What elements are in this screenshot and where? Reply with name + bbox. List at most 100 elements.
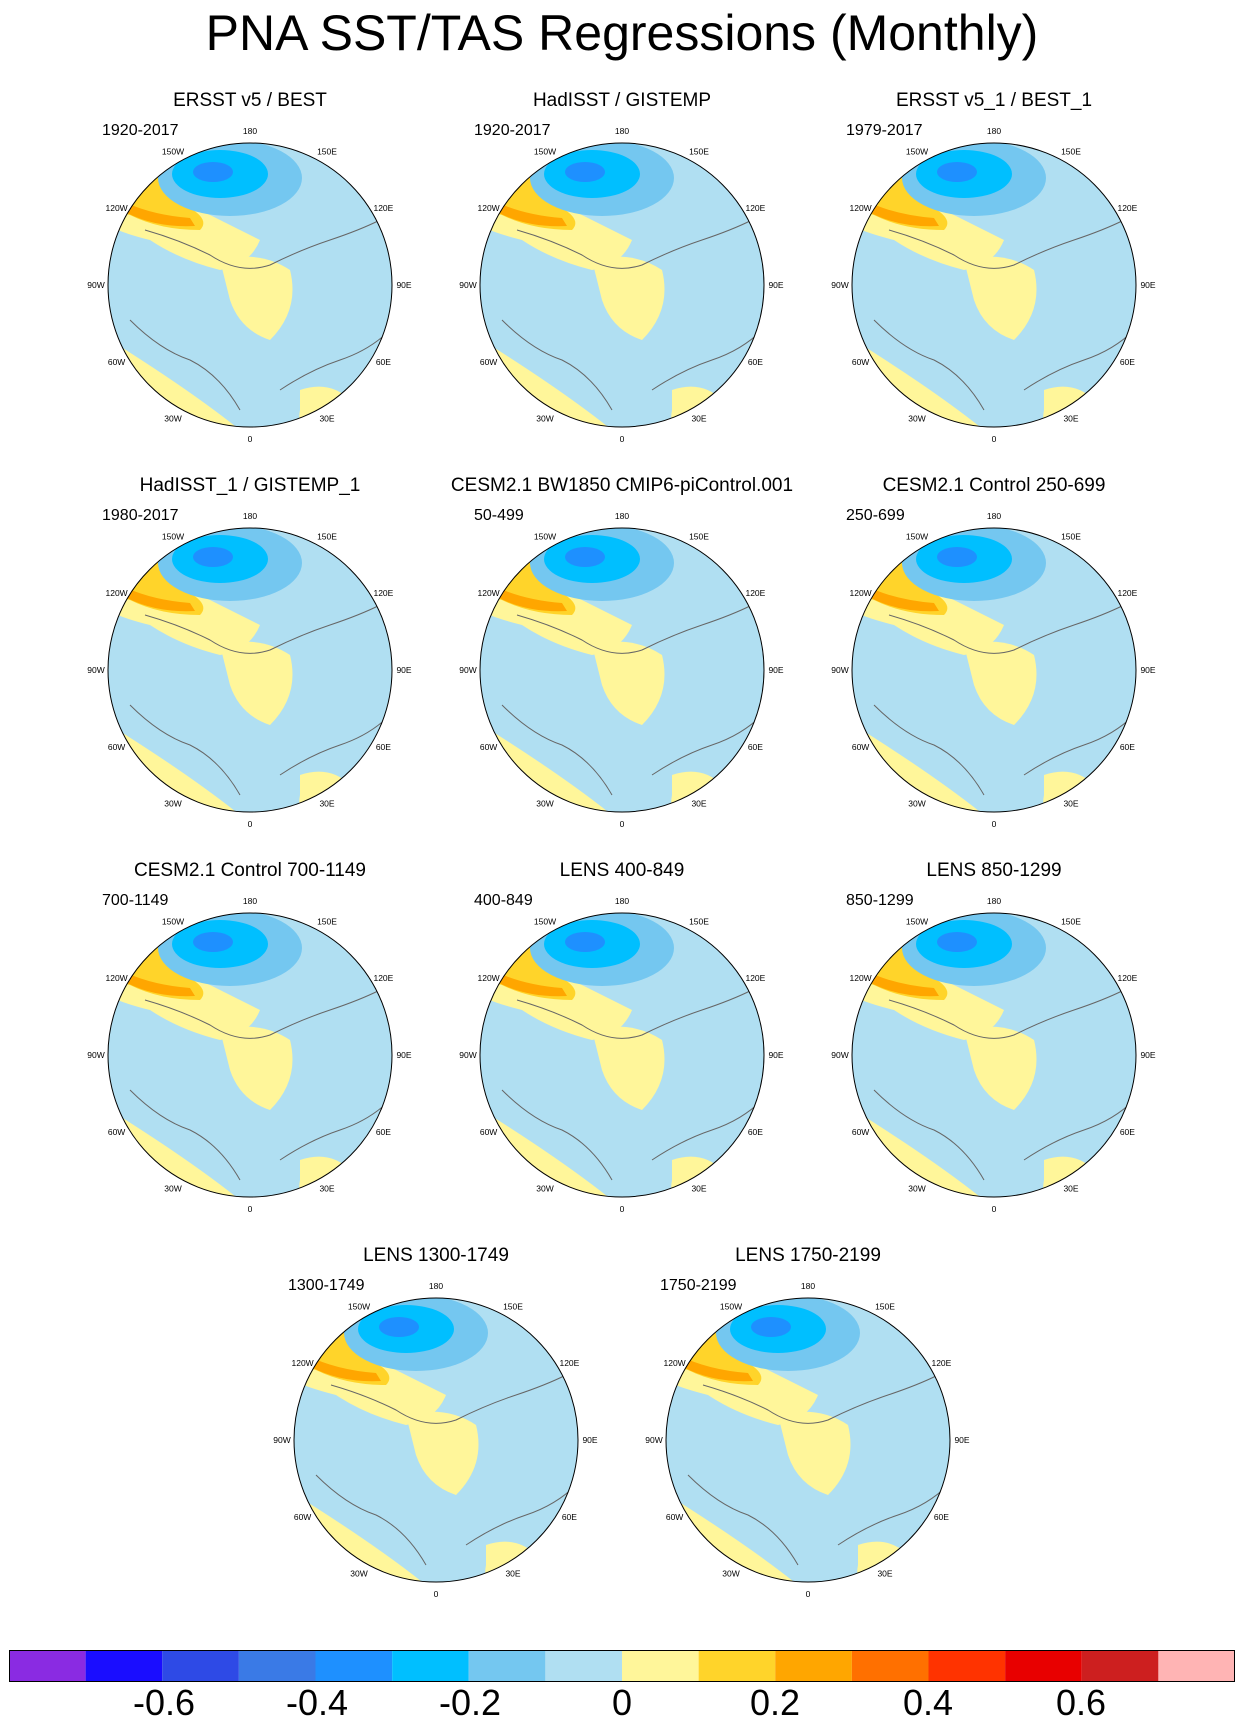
- longitude-label: 90E: [768, 1050, 783, 1060]
- longitude-label: 120W: [105, 973, 127, 983]
- longitude-label: 60W: [480, 742, 497, 752]
- panel-title: LENS 1300-1749: [363, 1245, 509, 1266]
- panel-title: HadISST_1 / GISTEMP_1: [139, 475, 361, 496]
- longitude-label: 0: [992, 434, 997, 444]
- longitude-label: 30E: [1063, 798, 1078, 808]
- longitude-label: 60E: [562, 1512, 577, 1522]
- longitude-label: 60W: [480, 1127, 497, 1137]
- negative-anomaly-region: [193, 547, 233, 567]
- map-panel: HadISST / GISTEMP 1920-2017 180 150E 120E 9…: [442, 90, 802, 470]
- panel-title: LENS 1750-2199: [735, 1245, 881, 1266]
- colorbar-swatch: [928, 1650, 1006, 1682]
- coastline: [330, 1374, 567, 1424]
- colorbar-swatch: [851, 1650, 929, 1682]
- longitude-label: 0: [992, 1204, 997, 1214]
- positive-anomaly-region: [492, 585, 567, 612]
- map-boundary: [479, 912, 765, 1198]
- longitude-label: 90W: [831, 280, 848, 290]
- longitude-label: 30E: [505, 1568, 520, 1578]
- coastline: [144, 989, 381, 1039]
- longitude-label: 120E: [745, 203, 765, 213]
- longitude-label: 30W: [536, 413, 553, 423]
- colorbar-swatch: [315, 1650, 393, 1682]
- longitude-label: 30W: [350, 1568, 367, 1578]
- colorbar-swatch: [1081, 1650, 1159, 1682]
- longitude-label: 120W: [477, 588, 499, 598]
- coastline: [873, 704, 1135, 796]
- colorbar-swatch: [622, 1650, 699, 1682]
- map-panel: CESM2.1 BW1850 CMIP6-piControl.001 50-49…: [442, 475, 802, 855]
- polar-map: 180 150E 120E 90E 60E 30E 0 30W 60W 90W 120W 150W: [459, 511, 784, 829]
- positive-anomaly-region: [964, 641, 1037, 725]
- longitude-label: 150W: [348, 1302, 370, 1312]
- longitude-label: 30E: [877, 1568, 892, 1578]
- longitude-label: 120W: [105, 203, 127, 213]
- polar-map: 180 150E 120E 90E 60E 30E 0 30W 60W 90W 120W 150W: [87, 511, 412, 829]
- polar-map: 180 150E 120E 90E 60E 30E 0 30W 60W 90W 120W 150W: [459, 896, 784, 1214]
- longitude-label: 90E: [582, 1435, 597, 1445]
- negative-anomaly-region: [937, 162, 977, 182]
- map-boundary: [293, 1297, 579, 1583]
- positive-anomaly-region: [220, 256, 293, 340]
- coastline: [702, 1374, 939, 1424]
- colorbar-tick-label: -0.4: [285, 1682, 349, 1723]
- longitude-label: 90E: [1140, 665, 1155, 675]
- longitude-label: 90W: [273, 1435, 290, 1445]
- positive-anomaly-region: [864, 970, 939, 997]
- coastline: [873, 319, 1135, 411]
- map-panel: ERSST v5_1 / BEST_1 1979-2017 180 150E 120…: [814, 90, 1174, 470]
- colorbar-swatch: [238, 1650, 316, 1682]
- longitude-label: 90E: [396, 665, 411, 675]
- longitude-label: 120W: [477, 203, 499, 213]
- positive-anomaly-region: [492, 200, 567, 227]
- colorbar-swatch: [775, 1650, 852, 1682]
- map-boundary: [665, 1297, 951, 1583]
- longitude-label: 90W: [87, 280, 104, 290]
- panel-title: ERSST v5_1 / BEST_1: [895, 90, 1093, 111]
- panel-years: 1920-2017: [474, 122, 551, 139]
- map-boundary: [107, 912, 393, 1198]
- polar-map: 180 150E 120E 90E 60E 30E 0 30W 60W 90W 120W 150W: [831, 896, 1156, 1214]
- map-boundary: [479, 527, 765, 813]
- colorbar-tick-label: 0.4: [902, 1682, 954, 1723]
- colorbar-swatch: [162, 1650, 239, 1682]
- map-panel: CESM2.1 Control 250-699 250-699 180 150E 1…: [814, 475, 1174, 855]
- negative-anomaly-region: [193, 162, 233, 182]
- map-panel: LENS 1300-1749 1300-1749 180 150E 120E 90E 6…: [256, 1245, 616, 1625]
- colorbar-swatch: [698, 1650, 776, 1682]
- longitude-label: 120W: [849, 973, 871, 983]
- positive-anomaly-region: [864, 585, 939, 612]
- panel-title: CESM2.1 Control 700-1149: [134, 860, 366, 881]
- longitude-label: 90E: [1140, 1050, 1155, 1060]
- longitude-label: 150W: [162, 147, 184, 157]
- positive-anomaly-region: [220, 641, 293, 725]
- coastline: [516, 219, 753, 269]
- map-panel: HadISST_1 / GISTEMP_1 1980-2017 180 150E 1…: [70, 475, 430, 855]
- coastline: [873, 1089, 1135, 1181]
- longitude-label: 150W: [534, 917, 556, 927]
- longitude-label: 180: [243, 511, 257, 521]
- longitude-label: 90E: [396, 1050, 411, 1060]
- longitude-label: 30E: [319, 1183, 334, 1193]
- longitude-label: 120E: [373, 588, 393, 598]
- longitude-label: 120W: [849, 203, 871, 213]
- positive-anomaly-region: [120, 200, 195, 227]
- panel-years: 250-699: [846, 507, 905, 524]
- longitude-label: 150E: [689, 532, 709, 542]
- longitude-label: 30E: [1063, 1183, 1078, 1193]
- longitude-label: 90E: [396, 280, 411, 290]
- coastline: [129, 319, 391, 411]
- longitude-label: 30W: [536, 1183, 553, 1193]
- coastline: [501, 704, 763, 796]
- coastline: [516, 604, 753, 654]
- longitude-label: 150W: [162, 532, 184, 542]
- colorbar-swatch: [392, 1650, 469, 1682]
- negative-anomaly-region: [565, 162, 605, 182]
- longitude-label: 30E: [691, 1183, 706, 1193]
- longitude-label: 60W: [852, 742, 869, 752]
- longitude-label: 120E: [373, 973, 393, 983]
- longitude-label: 120E: [1117, 973, 1137, 983]
- longitude-label: 60E: [1120, 1127, 1135, 1137]
- panel-years: 1979-2017: [846, 122, 923, 139]
- longitude-label: 180: [243, 896, 257, 906]
